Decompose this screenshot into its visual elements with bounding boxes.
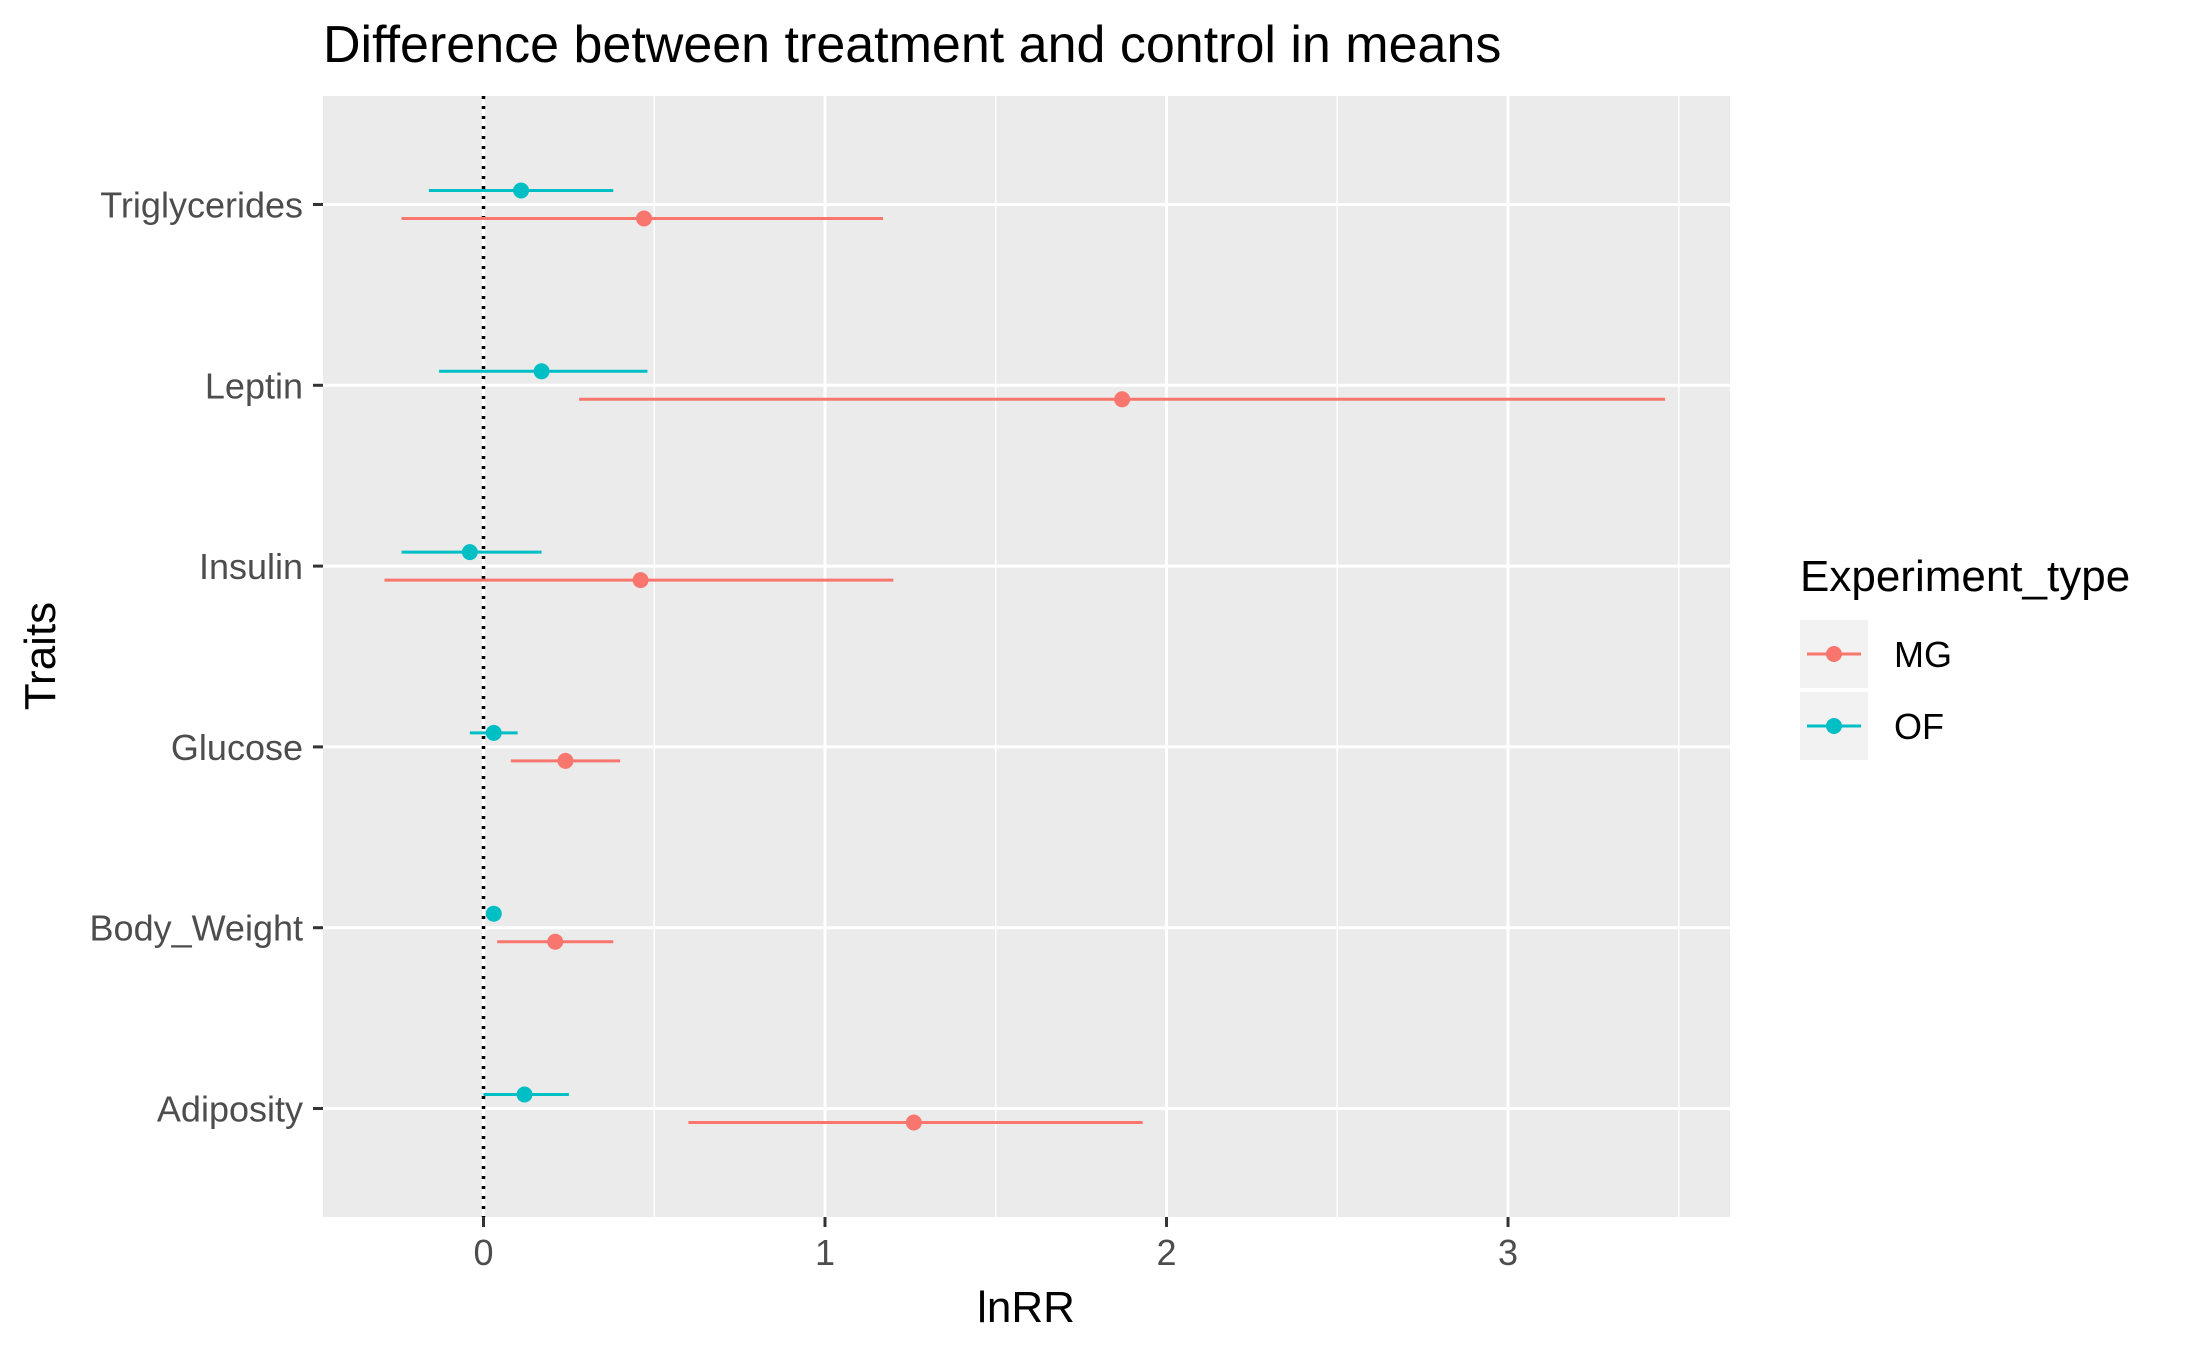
x-tick-label: 3 xyxy=(1498,1232,1518,1273)
point-mg xyxy=(636,210,653,227)
point-of xyxy=(533,363,550,380)
y-axis-title: Traits xyxy=(16,602,65,710)
legend-label: MG xyxy=(1894,634,1952,675)
point-of xyxy=(485,905,502,922)
y-tick-label: Glucose xyxy=(171,727,303,768)
point-mg xyxy=(557,752,574,769)
point-mg xyxy=(547,933,564,950)
x-tick-label: 2 xyxy=(1157,1232,1177,1273)
y-tick-label: Body_Weight xyxy=(90,908,303,949)
point-of xyxy=(516,1086,533,1103)
x-axis: 0 1 2 3 xyxy=(473,1217,1518,1273)
legend-title: Experiment_type xyxy=(1800,552,2130,601)
legend: Experiment_type MG OF xyxy=(1800,552,2130,760)
point-mg xyxy=(905,1114,922,1131)
point-mg xyxy=(632,572,649,589)
y-tick-label: Adiposity xyxy=(157,1089,303,1130)
point-of xyxy=(461,544,478,561)
x-tick-label: 1 xyxy=(815,1232,835,1273)
y-tick-label: Triglycerides xyxy=(100,184,303,225)
legend-key-point xyxy=(1826,646,1842,662)
plot-panel xyxy=(323,96,1730,1217)
chart-title: Difference between treatment and control… xyxy=(323,16,1501,74)
x-tick-label: 0 xyxy=(473,1232,493,1273)
y-tick-label: Insulin xyxy=(199,546,303,587)
point-mg xyxy=(1114,391,1131,408)
x-axis-title: lnRR xyxy=(977,1283,1075,1332)
minor-gridlines xyxy=(653,96,1680,1217)
y-tick-label: Leptin xyxy=(205,365,303,406)
y-axis: Triglycerides Leptin Insulin Glucose Body_We… xyxy=(90,184,323,1130)
legend-key-point xyxy=(1826,718,1842,734)
data-marks xyxy=(384,182,1666,1131)
legend-label: OF xyxy=(1894,706,1944,747)
point-of xyxy=(485,724,502,741)
point-of xyxy=(513,182,530,199)
